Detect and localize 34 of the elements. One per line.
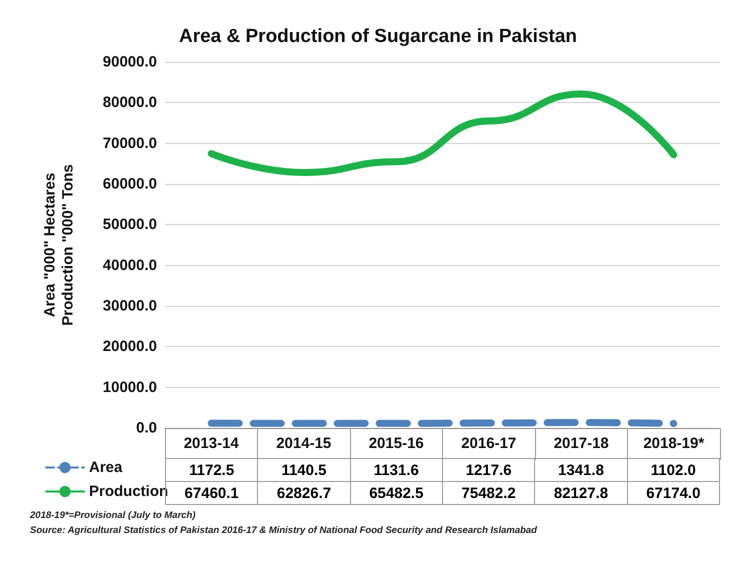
y-tick-label: 70000.0 (102, 134, 157, 152)
y-tick-label: 40000.0 (102, 256, 157, 274)
x-tick-label: 2013-14 (184, 435, 240, 452)
data-label: 67460.1 (184, 484, 239, 502)
y-axis-title: Area "000" Hectares Production "000" Tons (42, 164, 76, 326)
legend-label: Area (89, 459, 124, 476)
x-tick-label: 2015-16 (368, 435, 424, 452)
text: 2018-19*=Provisional (July to March) (30, 510, 196, 521)
data-label: 1131.6 (350, 458, 442, 482)
data-label: 65482.5 (350, 482, 442, 504)
y-tick-label: 10000.0 (102, 378, 157, 396)
y-tick-label: 20000.0 (102, 338, 157, 356)
y-tick-label: 0.0 (136, 420, 157, 436)
data-label: 1172.5 (166, 458, 258, 482)
chart-title: Area & Production of Sugarcane in Pakistan (178, 26, 578, 47)
legend-label: Production (89, 483, 168, 500)
data-label: 75482.2 (442, 482, 535, 504)
y-tick-label: 80000.0 (102, 94, 157, 112)
data-label: 82127.8 (534, 482, 628, 504)
data-label: 1140.5 (258, 458, 350, 482)
x-tick-label: 2018-19* (643, 435, 704, 452)
data-label: 1217.6 (442, 458, 535, 482)
y-tick-label: 50000.0 (102, 216, 157, 234)
data-label: 1102.0 (627, 458, 720, 482)
x-tick-label: 2014-15 (276, 435, 332, 452)
x-tick-label: 2016-17 (461, 435, 516, 452)
y-tick-label: 60000.0 (102, 176, 157, 192)
y-tick-label: 90000.0 (102, 54, 157, 70)
y-tick-label: 30000.0 (102, 298, 157, 314)
x-tick-label: 2017-18 (554, 435, 609, 452)
data-label: 62826.7 (258, 482, 350, 504)
data-label: 1341.8 (534, 458, 628, 482)
source-note: Source: Agricultural Statistics of Pakistan 2016-17 & Ministry of National Food Security and Research Islamabad (30, 525, 537, 536)
data-label: 67174.0 (627, 482, 720, 504)
